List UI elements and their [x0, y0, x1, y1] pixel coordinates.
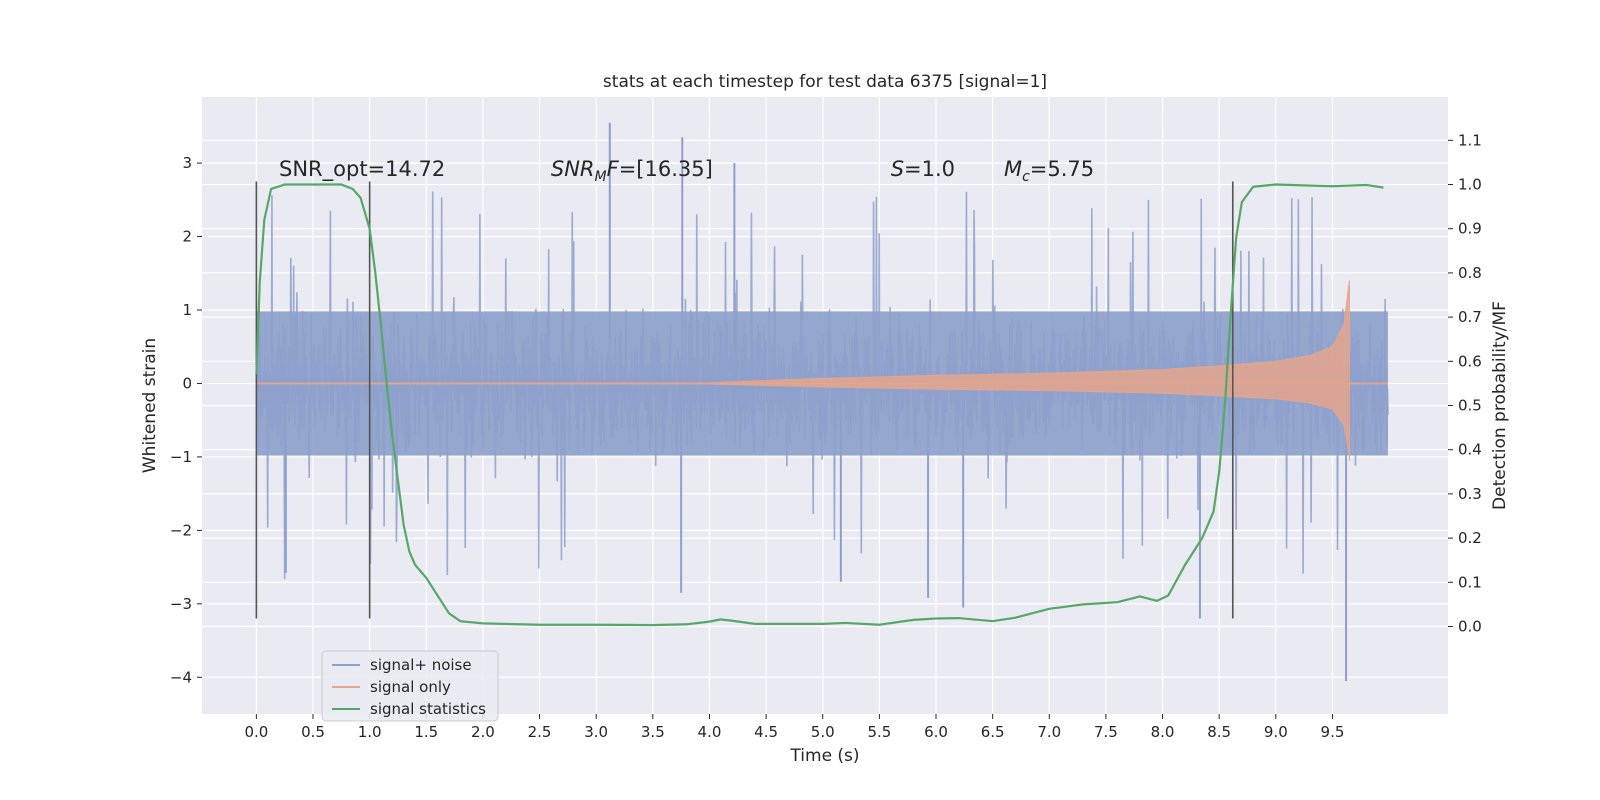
annotation: Mc=5.75 [1004, 157, 1094, 185]
x-tick-label: 2.0 [471, 723, 495, 741]
chart-title: stats at each timestep for test data 637… [603, 72, 1047, 92]
annotation: SNR_opt=14.72 [279, 157, 445, 182]
y2-tick-label: 1.1 [1458, 131, 1482, 149]
annotation: S=1.0 [891, 157, 955, 181]
x-tick-label: 5.5 [867, 723, 891, 741]
legend-label: signal+ noise [370, 656, 472, 674]
y-tick-label: −4 [170, 668, 192, 686]
annotation-part: =[16.35] [619, 157, 713, 181]
x-tick-label: 4.5 [754, 723, 778, 741]
annotation: SNRMF=[16.35] [551, 157, 713, 185]
legend-box [321, 650, 499, 722]
y2-tick-label: 0.2 [1458, 529, 1482, 547]
y2-tick-label: 0.9 [1458, 220, 1482, 238]
x-tick-label: 2.5 [528, 723, 552, 741]
y2-tick-label: 0.3 [1458, 485, 1482, 503]
annotation-part: S [891, 157, 904, 181]
x-tick-label: 9.0 [1264, 723, 1288, 741]
chirp-series [255, 280, 1388, 461]
vertical-markers [255, 181, 1234, 619]
y2-tick-label: 0.1 [1458, 573, 1482, 591]
x-tick-label: 1.0 [358, 723, 382, 741]
x-tick-label: 9.5 [1321, 723, 1345, 741]
y2-tick-label: 0.0 [1458, 617, 1482, 635]
y-tick-label: 0 [182, 374, 192, 392]
x-tick-label: 1.5 [414, 723, 438, 741]
x-axis-ticks: 0.0 0.5 1.0 1.5 2.0 2.5 3.0 3.5 4.0 4.5 5.0 5.5 6.0 6… [244, 714, 1344, 741]
y-tick-label: −3 [170, 595, 192, 613]
x-tick-label: 6.5 [981, 723, 1005, 741]
x-tick-label: 4.0 [698, 723, 722, 741]
annotations: SNR_opt=14.72 SNRMF=[16.35] S=1.0 Mc=5.75 [279, 157, 1094, 185]
y-tick-label: −2 [170, 521, 192, 539]
x-tick-label: 0.5 [301, 723, 325, 741]
statistics-series [255, 183, 1384, 627]
x-axis-label: Time (s) [789, 746, 859, 766]
y2-axis-ticks: 0.0 0.1 0.2 0.3 0.4 0.5 0.6 0.7 0.8 0.9 1.0 1.1 [1448, 131, 1482, 635]
y2-tick-label: 0.4 [1458, 441, 1482, 459]
x-tick-label: 6.0 [924, 723, 948, 741]
x-tick-label: 0.0 [244, 723, 268, 741]
annotation-part: =1.0 [904, 157, 955, 181]
legend-label: signal statistics [370, 700, 486, 718]
chirp-envelope [255, 280, 1350, 461]
y2-axis-label: Detection probability/MF [1490, 301, 1510, 510]
y-tick-label: 2 [182, 228, 192, 246]
annotation-part: F [607, 157, 620, 181]
x-tick-label: 3.0 [584, 723, 608, 741]
y-tick-label: 1 [182, 301, 192, 319]
x-tick-label: 5.0 [811, 723, 835, 741]
y2-tick-label: 0.7 [1458, 308, 1482, 326]
x-tick-label: 8.5 [1207, 723, 1231, 741]
y-tick-label: 3 [182, 154, 192, 172]
y-tick-label: −1 [170, 448, 192, 466]
y-axis-ticks: −4 −3 −2 −1 0 1 2 3 [170, 154, 202, 686]
legend: signal+ noise signal only signal statistic… [321, 650, 499, 722]
y-axis-label: Whitened strain [140, 338, 160, 473]
annotation-part: M [1004, 157, 1022, 181]
statistics-line [255, 183, 1384, 627]
x-tick-label: 8.0 [1151, 723, 1175, 741]
annotation-part: =5.75 [1030, 157, 1094, 181]
y2-tick-label: 1.0 [1458, 176, 1482, 194]
legend-label: signal only [370, 678, 451, 696]
annotation-part: SNR [551, 157, 595, 181]
annotation-part: M [595, 169, 607, 185]
annotation-part: SNR_opt=14.72 [279, 157, 445, 182]
y2-tick-label: 0.6 [1458, 352, 1482, 370]
y2-tick-label: 0.5 [1458, 397, 1482, 415]
x-tick-label: 7.0 [1037, 723, 1061, 741]
y2-tick-label: 0.8 [1458, 264, 1482, 282]
annotation-part: c [1022, 169, 1030, 185]
x-tick-label: 7.5 [1094, 723, 1118, 741]
x-tick-label: 3.5 [641, 723, 665, 741]
